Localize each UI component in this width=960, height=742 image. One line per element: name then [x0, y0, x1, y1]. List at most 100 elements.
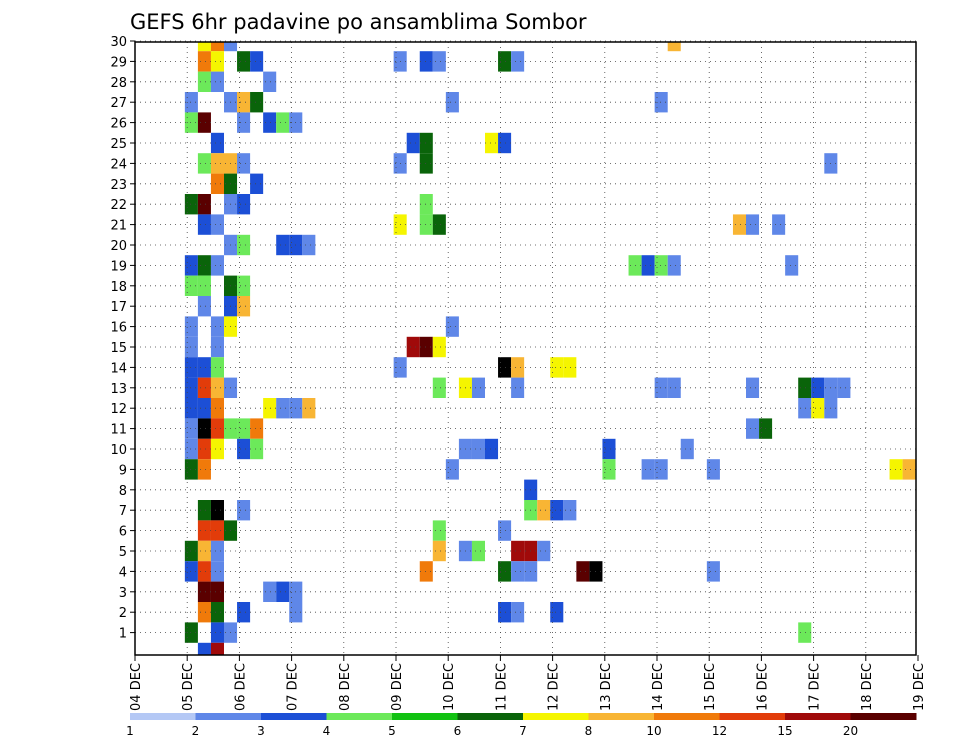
heatmap-cell: [197, 602, 211, 623]
y-tick-label: 30: [110, 35, 127, 50]
legend-swatch: [195, 713, 262, 720]
heatmap-cell: [263, 71, 277, 92]
heatmap-cell: [276, 398, 290, 419]
y-tick-label: 5: [119, 545, 127, 560]
legend-swatch: [785, 713, 851, 720]
heatmap-cell: [210, 357, 225, 378]
heatmap-cell: [197, 377, 211, 398]
legend-label: 20: [843, 724, 858, 738]
heatmap-cell: [432, 377, 446, 398]
x-tick-label: 09 DEC: [390, 663, 405, 711]
heatmap-cell: [471, 540, 486, 562]
heatmap-cell: [237, 92, 251, 113]
heatmap-cell: [732, 214, 747, 235]
y-tick-label: 20: [110, 239, 127, 254]
x-tick-label: 15 DEC: [703, 663, 718, 711]
heatmap-cell: [667, 255, 681, 276]
heatmap-cell: [498, 51, 512, 72]
heatmap-cell: [550, 602, 564, 623]
heatmap-cell: [550, 500, 564, 521]
heatmap-cell: [263, 398, 277, 419]
heatmap-cell: [184, 275, 198, 296]
heatmap-cell: [237, 51, 251, 72]
heatmap-cell: [276, 234, 290, 256]
heatmap-cell: [419, 336, 433, 358]
legend-label: 3: [257, 724, 265, 738]
heatmap-cell: [237, 438, 251, 460]
heatmap-cell: [563, 500, 577, 521]
heatmap-cell: [237, 500, 251, 521]
heatmap-cell: [445, 316, 459, 337]
y-tick-label: 8: [119, 484, 127, 499]
legend-swatch: [850, 713, 917, 720]
x-tick-label: 17 DEC: [808, 663, 823, 711]
heatmap-cell: [197, 71, 211, 92]
heatmap-cell: [197, 194, 211, 215]
heatmap-cell: [197, 500, 211, 521]
heatmap-cell: [210, 398, 225, 419]
heatmap-cell: [498, 602, 512, 623]
heatmap-cell: [432, 336, 446, 358]
heatmap-cell: [276, 112, 290, 133]
heatmap-cell: [498, 132, 512, 154]
heatmap-cell: [746, 418, 760, 439]
heatmap-cell: [197, 398, 211, 419]
heatmap-cell: [197, 418, 211, 439]
y-tick-label: 26: [110, 117, 127, 132]
legend-swatch: [719, 713, 786, 720]
y-tick-label: 25: [110, 137, 127, 152]
heatmap-cell: [680, 438, 694, 460]
chart-title: GEFS 6hr padavine po ansamblima Sombor: [130, 10, 587, 34]
heatmap-cell: [746, 214, 760, 235]
heatmap-cell: [498, 561, 512, 582]
heatmap-cell: [210, 561, 225, 582]
heatmap-cell: [432, 214, 446, 235]
heatmap-cell: [811, 377, 825, 398]
heatmap-cell: [654, 377, 668, 398]
legend-label: 15: [777, 724, 792, 738]
legend-label: 7: [519, 724, 527, 738]
heatmap-cell: [263, 112, 277, 133]
heatmap-cell: [406, 336, 420, 358]
heatmap-cell: [250, 173, 264, 194]
heatmap-cell: [276, 581, 290, 602]
legend-swatch: [130, 713, 196, 720]
heatmap-cell: [237, 234, 251, 256]
heatmap-cell: [237, 194, 251, 215]
heatmap-cell: [184, 561, 198, 582]
heatmap-cell: [210, 581, 225, 602]
y-tick-label: 6: [119, 525, 127, 540]
heatmap-cell: [706, 561, 720, 582]
y-axis: 1234567891011121314151617181920212223242…: [110, 35, 135, 642]
heatmap-cell: [419, 132, 433, 154]
legend-swatch: [392, 713, 458, 720]
legend-swatch: [326, 713, 393, 720]
color-legend: 1 2 3 4 5 6 7 8 10 12 15 20: [126, 713, 917, 738]
y-tick-label: 22: [110, 198, 127, 213]
heatmap-cell: [197, 459, 211, 480]
heatmap-cell: [197, 214, 211, 235]
heatmap-cell: [184, 316, 198, 337]
heatmap-cell: [210, 316, 225, 337]
heatmap-cell: [210, 642, 225, 655]
heatmap-cell: [432, 540, 446, 562]
y-tick-label: 17: [110, 300, 127, 315]
heatmap-cell: [706, 459, 720, 480]
heatmap-cell: [210, 132, 225, 154]
x-tick-label: 18 DEC: [860, 663, 875, 711]
legend-label: 1: [126, 724, 134, 738]
heatmap-cell: [302, 398, 316, 419]
heatmap-cell: [511, 51, 525, 72]
heatmap-cell: [184, 377, 198, 398]
heatmap-cell: [210, 520, 225, 541]
x-axis: 04 DEC 05 DEC 06 DEC 07 DEC 08 DEC 09 DEC 10 D…: [129, 655, 927, 711]
heatmap-cell: [511, 561, 525, 582]
heatmap-cell: [250, 418, 264, 439]
y-tick-label: 15: [110, 341, 127, 356]
heatmap-cell: [197, 153, 211, 174]
heatmap-cell: [302, 234, 316, 256]
heatmap-cell: [197, 642, 211, 655]
heatmap-cell: [184, 255, 198, 276]
heatmap-cell: [432, 51, 446, 72]
